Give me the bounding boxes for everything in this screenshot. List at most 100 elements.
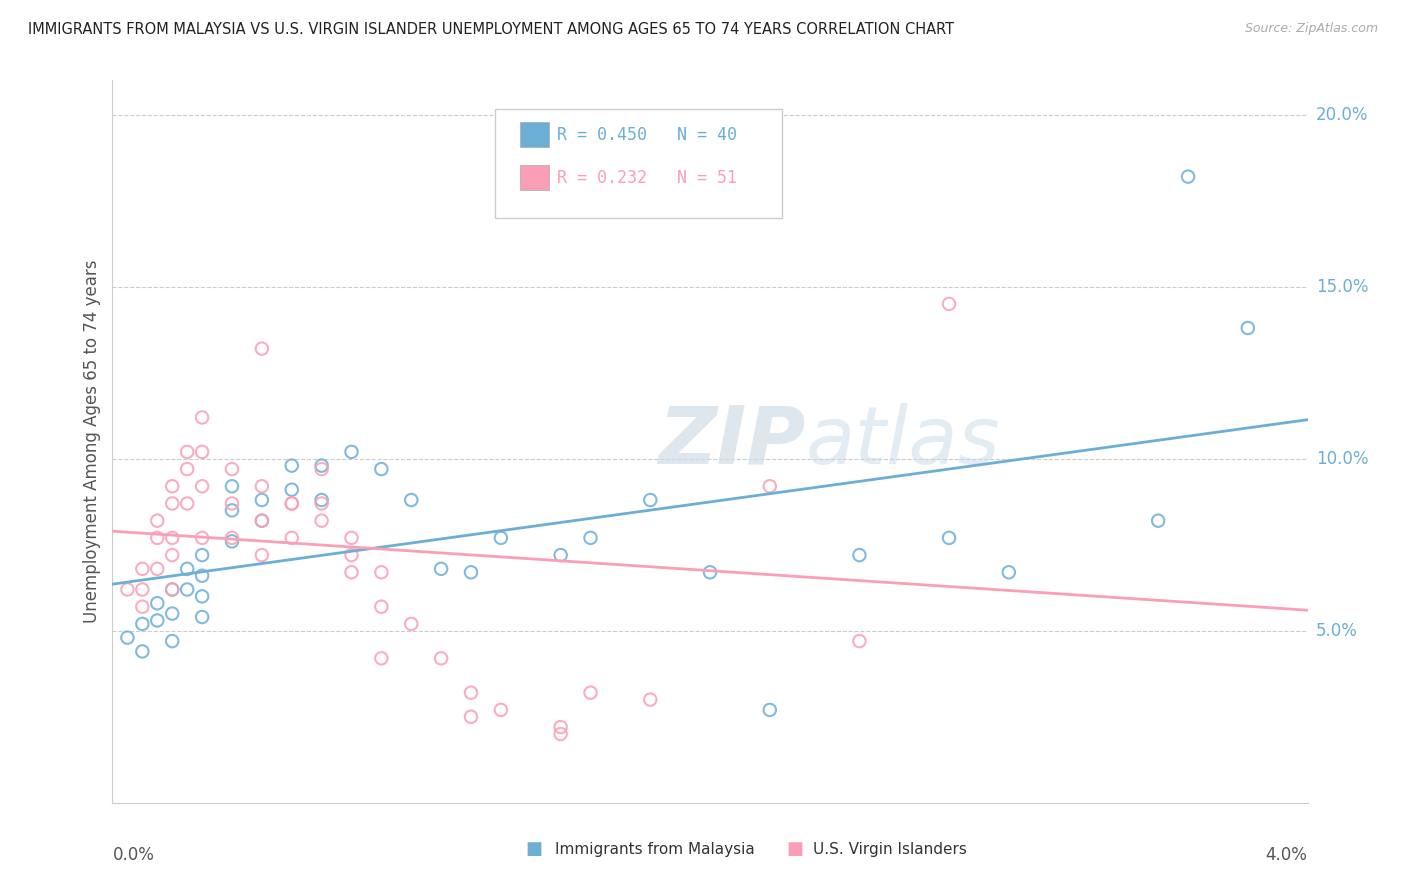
- Point: [162, 582, 183, 597]
- Point: [146, 514, 169, 528]
- Point: [221, 462, 243, 476]
- Point: [759, 479, 782, 493]
- Point: [131, 562, 153, 576]
- Point: [460, 686, 482, 700]
- Point: [221, 496, 243, 510]
- Point: [370, 462, 392, 476]
- Point: [191, 590, 214, 604]
- Point: [221, 531, 243, 545]
- Point: [340, 548, 363, 562]
- Point: [117, 582, 139, 597]
- Point: [131, 616, 153, 631]
- Point: [176, 462, 198, 476]
- Point: [146, 614, 169, 628]
- Point: [250, 493, 273, 508]
- Point: [281, 496, 304, 510]
- Point: [191, 445, 214, 459]
- Point: [430, 651, 453, 665]
- Text: U.S. Virgin Islanders: U.S. Virgin Islanders: [813, 842, 966, 856]
- Point: [311, 462, 333, 476]
- Text: 20.0%: 20.0%: [1316, 105, 1368, 124]
- Point: [1237, 321, 1260, 335]
- Point: [162, 582, 183, 597]
- Point: [340, 445, 363, 459]
- Text: 5.0%: 5.0%: [1316, 622, 1358, 640]
- Point: [340, 531, 363, 545]
- Text: ■: ■: [526, 840, 543, 858]
- Point: [489, 703, 512, 717]
- Text: 0.0%: 0.0%: [112, 847, 155, 864]
- Point: [250, 479, 273, 493]
- Point: [162, 548, 183, 562]
- Point: [401, 616, 423, 631]
- Point: [250, 548, 273, 562]
- Text: 15.0%: 15.0%: [1316, 277, 1368, 296]
- Point: [579, 686, 602, 700]
- Point: [162, 496, 183, 510]
- Y-axis label: Unemployment Among Ages 65 to 74 years: Unemployment Among Ages 65 to 74 years: [83, 260, 101, 624]
- Point: [131, 644, 153, 658]
- Point: [460, 566, 482, 580]
- Point: [250, 514, 273, 528]
- Point: [191, 410, 214, 425]
- FancyBboxPatch shape: [520, 122, 548, 147]
- Point: [250, 342, 273, 356]
- Point: [640, 692, 662, 706]
- Text: ■: ■: [786, 840, 803, 858]
- Point: [340, 566, 363, 580]
- Point: [221, 534, 243, 549]
- Text: R = 0.232   N = 51: R = 0.232 N = 51: [557, 169, 737, 186]
- Point: [191, 479, 214, 493]
- Point: [146, 531, 169, 545]
- Point: [162, 479, 183, 493]
- Text: Immigrants from Malaysia: Immigrants from Malaysia: [555, 842, 755, 856]
- Point: [176, 562, 198, 576]
- Point: [311, 458, 333, 473]
- Point: [1147, 514, 1170, 528]
- Point: [131, 599, 153, 614]
- Point: [998, 566, 1021, 580]
- Point: [117, 631, 139, 645]
- Point: [281, 496, 304, 510]
- Point: [370, 651, 392, 665]
- Point: [1177, 169, 1199, 184]
- Point: [191, 531, 214, 545]
- Point: [401, 493, 423, 508]
- Point: [131, 582, 153, 597]
- Point: [640, 493, 662, 508]
- Text: ZIP: ZIP: [658, 402, 806, 481]
- Point: [311, 514, 333, 528]
- Text: 10.0%: 10.0%: [1316, 450, 1368, 467]
- Point: [430, 562, 453, 576]
- Point: [162, 634, 183, 648]
- Point: [848, 634, 870, 648]
- Point: [550, 548, 572, 562]
- Point: [370, 566, 392, 580]
- Point: [221, 479, 243, 493]
- Point: [848, 548, 870, 562]
- Point: [311, 493, 333, 508]
- Point: [579, 531, 602, 545]
- Point: [640, 204, 662, 219]
- Text: R = 0.450   N = 40: R = 0.450 N = 40: [557, 126, 737, 144]
- Point: [938, 531, 960, 545]
- Point: [311, 496, 333, 510]
- Text: atlas: atlas: [806, 402, 1001, 481]
- Point: [281, 531, 304, 545]
- Point: [699, 566, 721, 580]
- Point: [550, 720, 572, 734]
- Point: [281, 458, 304, 473]
- Point: [191, 548, 214, 562]
- FancyBboxPatch shape: [520, 165, 548, 190]
- Point: [146, 596, 169, 610]
- Text: Source: ZipAtlas.com: Source: ZipAtlas.com: [1244, 22, 1378, 36]
- Point: [250, 514, 273, 528]
- FancyBboxPatch shape: [495, 109, 782, 218]
- Point: [176, 496, 198, 510]
- Point: [460, 710, 482, 724]
- Point: [938, 297, 960, 311]
- Point: [162, 607, 183, 621]
- Point: [550, 727, 572, 741]
- Point: [759, 703, 782, 717]
- Point: [176, 582, 198, 597]
